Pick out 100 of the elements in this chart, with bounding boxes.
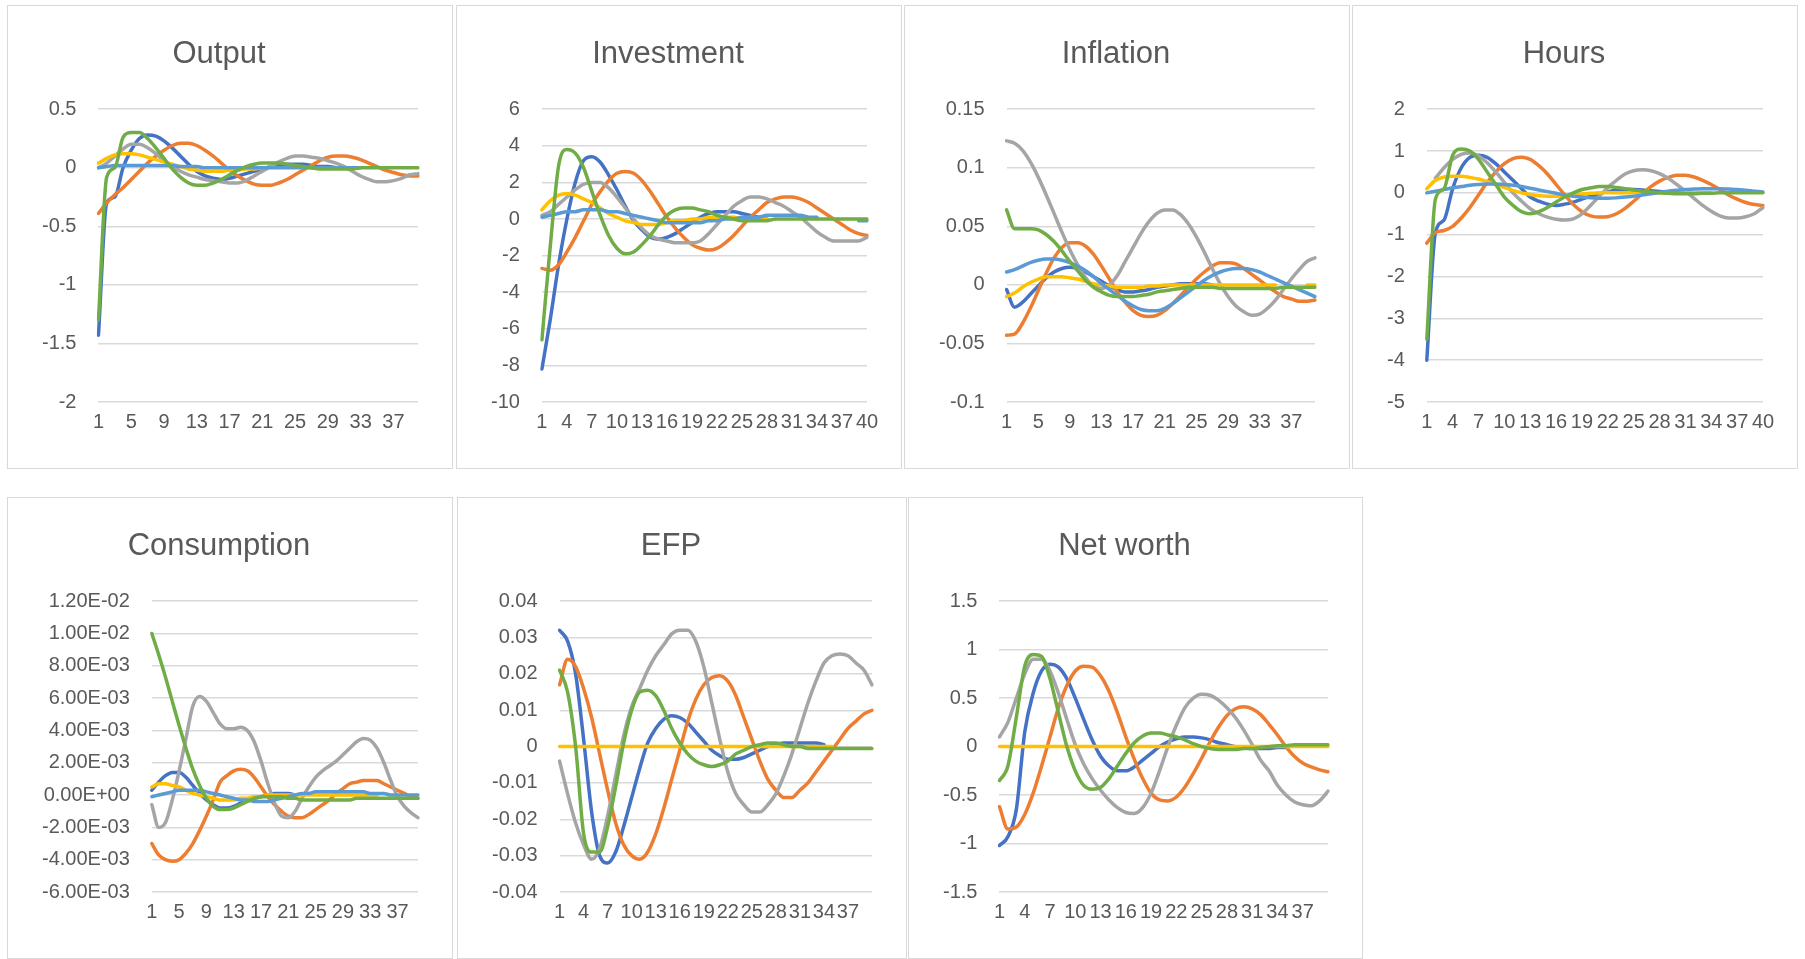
y-tick-label: -0.05 (938, 330, 985, 353)
x-tick-label: 4 (1019, 899, 1031, 922)
x-tick-label: 37 (1291, 899, 1314, 922)
x-tick-label: 13 (185, 409, 208, 432)
x-tick-label: 28 (755, 409, 779, 432)
y-tick-label: 0.04 (498, 588, 538, 611)
x-tick-label: 22 (1596, 409, 1619, 432)
y-tick-label: 0 (526, 734, 538, 757)
y-tick-label: 6.00E-03 (48, 685, 130, 708)
x-tick-label: 21 (1153, 409, 1176, 432)
x-tick-label: 10 (605, 409, 629, 432)
x-tick-label: 9 (158, 409, 170, 432)
x-tick-label: 17 (218, 409, 241, 432)
y-tick-label: -0.5 (41, 213, 77, 236)
x-tick-label: 37 (1280, 409, 1303, 432)
x-tick-label: 10 (1493, 409, 1516, 432)
y-tick-label: 0 (508, 206, 520, 229)
x-tick-label: 9 (1064, 409, 1076, 432)
x-tick-label: 13 (644, 899, 667, 922)
y-tick-label: 0.00E+00 (43, 782, 130, 805)
x-tick-label: 16 (1544, 409, 1568, 432)
y-tick-label: 1.00E-02 (48, 621, 130, 644)
chart-title: Net worth (1058, 527, 1191, 563)
x-tick-label: 1 (554, 899, 566, 922)
y-tick-label: 0.1 (956, 155, 985, 178)
x-tick-label: 31 (1674, 409, 1697, 432)
x-tick-label: 21 (251, 409, 274, 432)
y-tick-label: -0.02 (491, 806, 538, 829)
x-tick-label: 37 (836, 899, 860, 922)
x-tick-label: 25 (1190, 899, 1213, 922)
y-tick-label: 4 (508, 133, 520, 156)
x-tick-label: 29 (331, 899, 355, 922)
x-tick-label: 31 (788, 899, 812, 922)
y-tick-label: -0.1 (950, 389, 985, 412)
x-tick-label: 4 (561, 409, 573, 432)
x-tick-label: 13 (1519, 409, 1542, 432)
y-tick-label: 1 (1393, 138, 1405, 161)
x-tick-label: 28 (764, 899, 787, 922)
x-tick-label: 25 (740, 899, 763, 922)
y-tick-label: 0.15 (945, 96, 985, 119)
x-tick-label: 34 (812, 899, 836, 922)
x-tick-label: 9 (200, 899, 212, 922)
x-tick-label: 33 (349, 409, 372, 432)
x-tick-label: 13 (630, 409, 654, 432)
x-tick-label: 21 (277, 899, 300, 922)
x-tick-label: 31 (780, 409, 804, 432)
y-tick-label: 2 (1393, 96, 1405, 119)
y-tick-label: 0.01 (498, 697, 538, 720)
y-tick-label: 1 (966, 637, 978, 660)
x-tick-label: 1 (146, 899, 158, 922)
y-tick-label: -6 (502, 316, 520, 339)
x-tick-label: 16 (1114, 899, 1137, 922)
y-tick-label: 0.03 (498, 625, 538, 648)
x-tick-label: 1 (1421, 409, 1433, 432)
y-tick-label: -0.04 (491, 879, 538, 902)
y-tick-label: -4.00E-03 (41, 847, 130, 870)
y-tick-label: -0.01 (491, 770, 538, 793)
chart-title: Output (172, 35, 266, 71)
y-tick-label: -1 (959, 831, 978, 854)
y-tick-label: -10 (491, 389, 520, 412)
x-tick-label: 5 (1032, 409, 1044, 432)
x-tick-label: 7 (1044, 899, 1056, 922)
x-tick-label: 31 (1241, 899, 1264, 922)
y-tick-label: -1.5 (41, 330, 77, 353)
y-tick-label: 0.05 (945, 213, 985, 236)
y-tick-label: 0.5 (949, 685, 978, 708)
chart-title: Investment (592, 35, 745, 71)
x-tick-label: 19 (1570, 409, 1594, 432)
x-tick-label: 5 (173, 899, 185, 922)
y-tick-label: 0 (1393, 180, 1405, 203)
x-tick-label: 13 (1089, 899, 1112, 922)
x-tick-label: 28 (1215, 899, 1239, 922)
y-tick-label: 0.02 (498, 661, 538, 684)
x-tick-label: 40 (1751, 409, 1775, 432)
x-tick-label: 33 (1248, 409, 1271, 432)
x-tick-label: 28 (1648, 409, 1671, 432)
y-tick-label: 1.20E-02 (48, 588, 130, 611)
y-tick-label: 6 (508, 96, 520, 119)
y-tick-label: -3 (1386, 305, 1405, 328)
x-tick-label: 29 (1216, 409, 1240, 432)
x-tick-label: 40 (855, 409, 879, 432)
y-tick-label: 4.00E-03 (48, 717, 130, 740)
y-tick-label: -0.5 (942, 782, 978, 805)
x-tick-label: 37 (386, 899, 409, 922)
y-tick-label: -8 (502, 352, 520, 375)
x-tick-label: 37 (830, 409, 854, 432)
x-tick-label: 7 (586, 409, 598, 432)
x-tick-label: 16 (668, 899, 691, 922)
y-tick-label: -2.00E-03 (41, 814, 130, 837)
x-tick-label: 1 (993, 899, 1006, 922)
y-tick-label: -1.5 (942, 879, 978, 902)
y-tick-label: -1 (1386, 222, 1405, 245)
x-tick-label: 19 (1139, 899, 1163, 922)
x-tick-label: 7 (1472, 409, 1485, 432)
x-tick-label: 5 (125, 409, 137, 432)
x-tick-label: 34 (1700, 409, 1723, 432)
x-tick-label: 1 (1001, 409, 1013, 432)
x-tick-label: 19 (680, 409, 704, 432)
x-tick-label: 13 (222, 899, 245, 922)
x-tick-label: 22 (1165, 899, 1188, 922)
